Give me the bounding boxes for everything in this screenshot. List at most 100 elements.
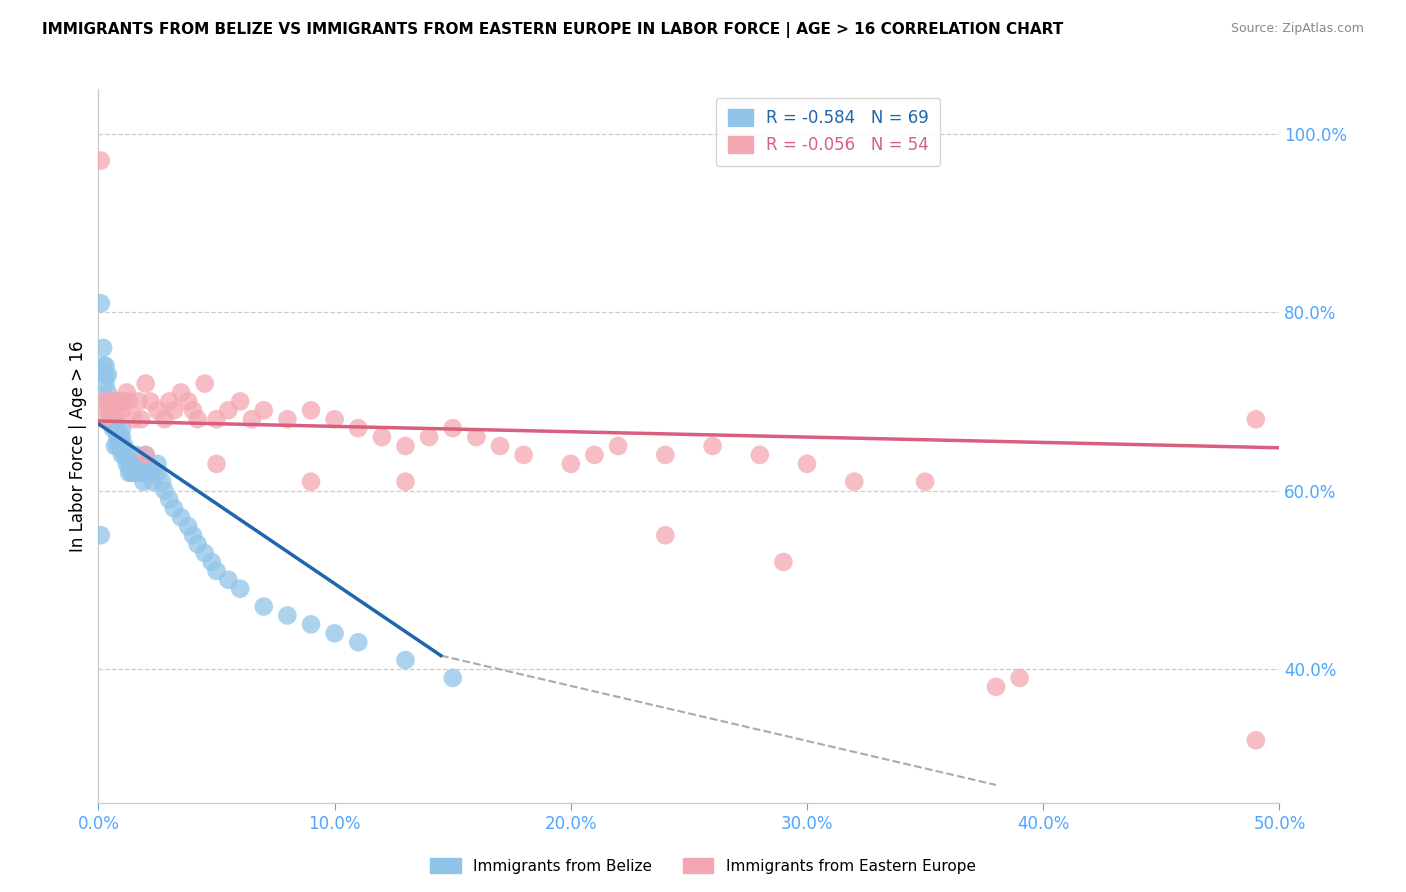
Point bbox=[187, 537, 209, 551]
Point bbox=[146, 403, 169, 417]
Point bbox=[560, 457, 582, 471]
Point bbox=[101, 421, 124, 435]
Point bbox=[111, 403, 134, 417]
Point bbox=[128, 394, 150, 409]
Point bbox=[323, 412, 346, 426]
Point bbox=[371, 430, 394, 444]
Point bbox=[394, 475, 416, 489]
Point bbox=[150, 475, 173, 489]
Point bbox=[512, 448, 534, 462]
Point bbox=[177, 394, 200, 409]
Point bbox=[115, 457, 138, 471]
Point bbox=[153, 483, 176, 498]
Text: IMMIGRANTS FROM BELIZE VS IMMIGRANTS FROM EASTERN EUROPE IN LABOR FORCE | AGE > : IMMIGRANTS FROM BELIZE VS IMMIGRANTS FRO… bbox=[42, 22, 1063, 38]
Point bbox=[1008, 671, 1031, 685]
Point bbox=[94, 376, 117, 391]
Point bbox=[135, 448, 157, 462]
Point bbox=[101, 412, 124, 426]
Point bbox=[115, 448, 138, 462]
Point bbox=[844, 475, 866, 489]
Point bbox=[118, 466, 141, 480]
Point bbox=[347, 635, 370, 649]
Point bbox=[194, 376, 217, 391]
Point bbox=[702, 439, 724, 453]
Point bbox=[104, 421, 127, 435]
Point bbox=[146, 457, 169, 471]
Point bbox=[94, 359, 117, 373]
Point bbox=[157, 492, 180, 507]
Point bbox=[146, 466, 169, 480]
Point bbox=[118, 394, 141, 409]
Point bbox=[139, 394, 162, 409]
Point bbox=[135, 376, 157, 391]
Point bbox=[748, 448, 770, 462]
Point bbox=[153, 412, 176, 426]
Point bbox=[253, 599, 276, 614]
Text: Source: ZipAtlas.com: Source: ZipAtlas.com bbox=[1230, 22, 1364, 36]
Point bbox=[772, 555, 794, 569]
Point bbox=[129, 466, 152, 480]
Point bbox=[240, 412, 263, 426]
Point bbox=[465, 430, 488, 444]
Point bbox=[229, 582, 252, 596]
Point bbox=[108, 430, 131, 444]
Point bbox=[111, 430, 134, 444]
Point bbox=[91, 412, 114, 426]
Point bbox=[418, 430, 440, 444]
Point bbox=[135, 448, 157, 462]
Point bbox=[276, 608, 298, 623]
Point bbox=[217, 573, 239, 587]
Point bbox=[654, 448, 676, 462]
Point bbox=[105, 403, 128, 417]
Point bbox=[205, 564, 228, 578]
Point bbox=[299, 617, 322, 632]
Point bbox=[105, 430, 128, 444]
Point bbox=[163, 403, 186, 417]
Point bbox=[90, 296, 112, 310]
Point bbox=[112, 394, 135, 409]
Point bbox=[229, 394, 252, 409]
Point bbox=[111, 448, 134, 462]
Point bbox=[105, 421, 128, 435]
Point bbox=[94, 368, 117, 382]
Point bbox=[111, 439, 134, 453]
Point bbox=[128, 457, 150, 471]
Y-axis label: In Labor Force | Age > 16: In Labor Force | Age > 16 bbox=[69, 340, 87, 552]
Point bbox=[112, 439, 135, 453]
Point bbox=[122, 457, 145, 471]
Point bbox=[97, 403, 120, 417]
Point bbox=[441, 671, 464, 685]
Point bbox=[194, 546, 217, 560]
Point bbox=[125, 448, 148, 462]
Point bbox=[94, 394, 117, 409]
Point bbox=[489, 439, 512, 453]
Point bbox=[98, 412, 121, 426]
Point bbox=[108, 439, 131, 453]
Point bbox=[323, 626, 346, 640]
Point bbox=[91, 341, 114, 355]
Point bbox=[98, 394, 121, 409]
Point bbox=[97, 385, 120, 400]
Point bbox=[187, 412, 209, 426]
Point bbox=[132, 475, 155, 489]
Point bbox=[299, 475, 322, 489]
Point bbox=[276, 412, 298, 426]
Point bbox=[394, 653, 416, 667]
Legend: Immigrants from Belize, Immigrants from Eastern Europe: Immigrants from Belize, Immigrants from … bbox=[425, 852, 981, 880]
Point bbox=[394, 439, 416, 453]
Point bbox=[299, 403, 322, 417]
Point bbox=[111, 421, 134, 435]
Point bbox=[796, 457, 818, 471]
Point bbox=[112, 448, 135, 462]
Point bbox=[90, 528, 112, 542]
Point bbox=[105, 439, 128, 453]
Point bbox=[115, 385, 138, 400]
Point bbox=[253, 403, 276, 417]
Point bbox=[201, 555, 224, 569]
Point bbox=[135, 466, 157, 480]
Point bbox=[181, 403, 204, 417]
Point bbox=[104, 439, 127, 453]
Point bbox=[170, 510, 193, 524]
Point bbox=[139, 466, 162, 480]
Point bbox=[101, 394, 124, 409]
